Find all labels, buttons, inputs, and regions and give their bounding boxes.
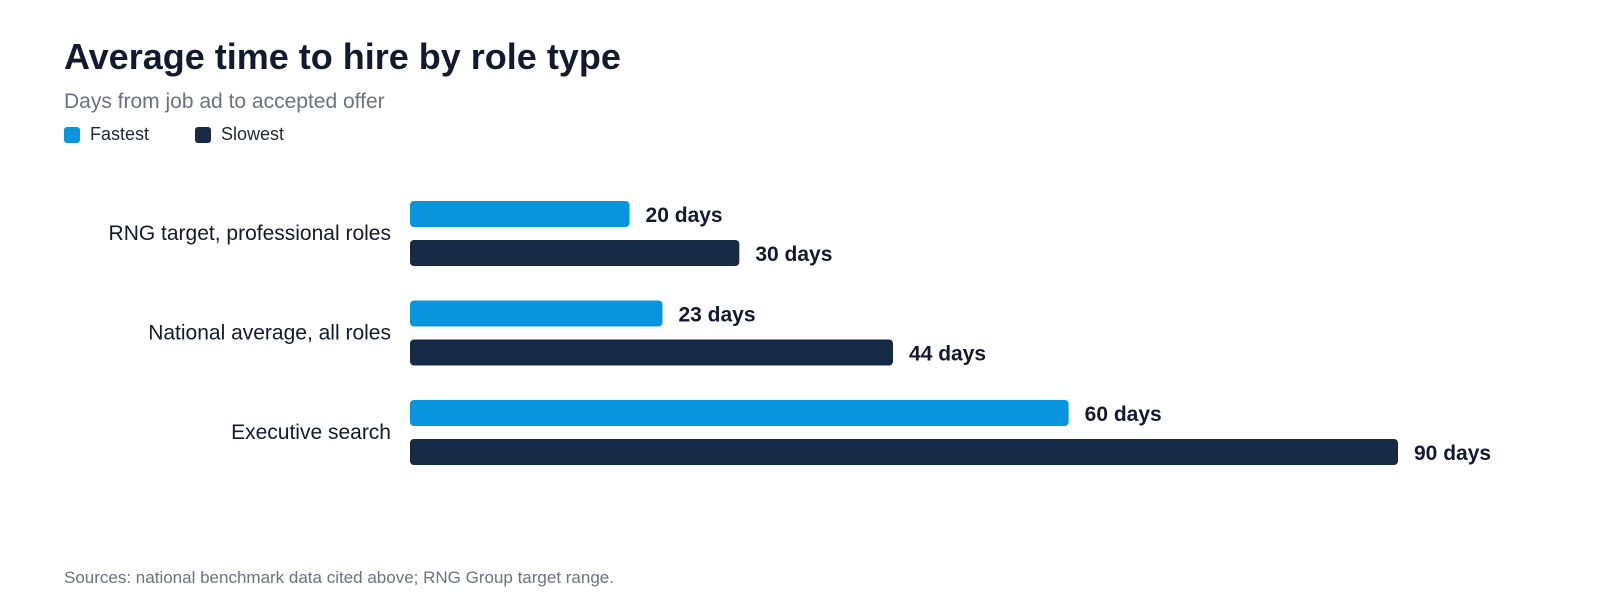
- legend-item-fastest: Fastest: [64, 124, 149, 145]
- data-label: 23 days: [678, 304, 755, 327]
- source-note: Sources: national benchmark data cited a…: [64, 568, 614, 587]
- legend: Fastest Slowest: [64, 124, 284, 145]
- bar-fastest: [410, 201, 630, 227]
- category-label: National average, all roles: [148, 322, 391, 345]
- data-label: 30 days: [755, 243, 832, 266]
- category-label: Executive search: [231, 421, 391, 444]
- legend-swatch-fastest: [64, 126, 80, 143]
- legend-label-fastest: Fastest: [90, 124, 150, 144]
- bar-slowest: [410, 339, 894, 366]
- legend-item-slowest: Slowest: [195, 124, 284, 145]
- legend-swatch-slowest: [195, 126, 212, 143]
- category-label: RNG target, professional roles: [109, 222, 391, 245]
- data-label: 44 days: [909, 343, 986, 366]
- bar-slowest: [410, 240, 740, 266]
- chart-subtitle: Days from job ad to accepted offer: [64, 90, 385, 113]
- bar-slowest: [410, 439, 1398, 465]
- data-label: 90 days: [1414, 442, 1491, 465]
- bar-fastest: [410, 400, 1069, 426]
- data-label: 60 days: [1085, 403, 1162, 426]
- data-label: 20 days: [646, 204, 723, 227]
- legend-label-slowest: Slowest: [221, 124, 285, 144]
- chart-title: Average time to hire by role type: [64, 36, 621, 77]
- bar-fastest: [410, 300, 663, 327]
